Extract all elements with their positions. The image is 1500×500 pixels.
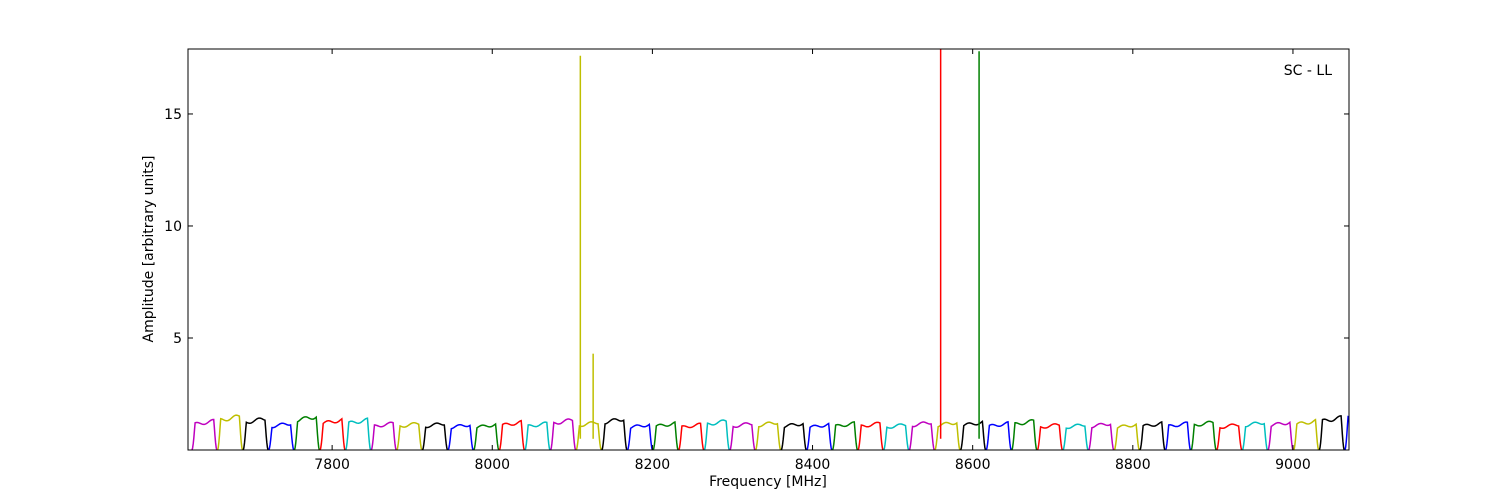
channel-curve <box>549 418 577 450</box>
channel-curve <box>678 422 705 450</box>
channel-curve <box>908 421 935 450</box>
channel-curve <box>806 422 833 450</box>
channel-curve <box>191 418 218 450</box>
channel-curve <box>524 421 551 450</box>
channel-curve <box>985 420 1012 450</box>
channel-curve <box>242 417 269 450</box>
channel-curve <box>831 421 859 450</box>
channel-curve <box>1216 423 1243 450</box>
channel-curve <box>345 417 372 450</box>
channel-curve <box>857 421 884 450</box>
channel-curve <box>1293 418 1320 450</box>
channel-curve <box>498 419 526 450</box>
channel-curve <box>1036 423 1064 450</box>
y-tick-label: 15 <box>164 107 182 123</box>
channel-curve <box>293 415 321 450</box>
channel-curve <box>934 421 961 450</box>
channel-curve <box>1164 421 1192 450</box>
channel-curve <box>421 422 449 450</box>
channel-curve <box>1190 420 1217 450</box>
channel-curve <box>1241 421 1269 450</box>
channel-curve <box>652 420 679 450</box>
channel-curve <box>268 422 295 450</box>
channel-curve <box>883 423 910 450</box>
channel-curve <box>626 423 654 450</box>
channel-curve <box>959 420 987 450</box>
channel-curve <box>1088 422 1115 450</box>
channel-curve <box>396 421 423 450</box>
x-tick-label: 8000 <box>474 457 510 473</box>
channel-curve <box>447 423 474 450</box>
channel-curve <box>601 418 628 450</box>
x-tick-label: 8800 <box>1115 457 1151 473</box>
y-tick-label: 5 <box>173 331 182 347</box>
x-tick-label: 8600 <box>955 457 991 473</box>
channel-curve <box>1113 422 1140 450</box>
channel-curve <box>1011 419 1038 450</box>
channel-curve <box>370 421 397 450</box>
x-tick-label: 7800 <box>314 457 350 473</box>
channel-curve <box>1139 420 1166 450</box>
channel-curve <box>216 414 244 450</box>
channel-curve <box>780 422 807 450</box>
channel-curve <box>1267 420 1294 450</box>
x-tick-label: 8200 <box>635 457 671 473</box>
x-tick-label: 8400 <box>795 457 831 473</box>
channel-curve <box>473 422 500 450</box>
x-axis-label: Frequency [MHz] <box>709 474 827 490</box>
channel-curve <box>703 419 730 450</box>
channel-curve <box>729 422 756 450</box>
y-tick-label: 10 <box>164 219 182 235</box>
channel-curve <box>1062 423 1089 450</box>
y-axis: 5 10 15 <box>164 107 1349 347</box>
x-tick-label: 9000 <box>1275 457 1311 473</box>
channel-curve <box>319 417 346 450</box>
channel-curve <box>1318 415 1345 450</box>
channel-curve <box>754 421 782 450</box>
y-axis-label: Amplitude [arbitrary units] <box>141 156 157 343</box>
series-layer <box>191 49 1349 450</box>
plot-frame <box>187 48 1350 451</box>
plot-annotation: SC - LL <box>1284 63 1332 79</box>
x-axis: 7800 8000 8200 8400 8600 8800 9000 <box>314 49 1311 473</box>
